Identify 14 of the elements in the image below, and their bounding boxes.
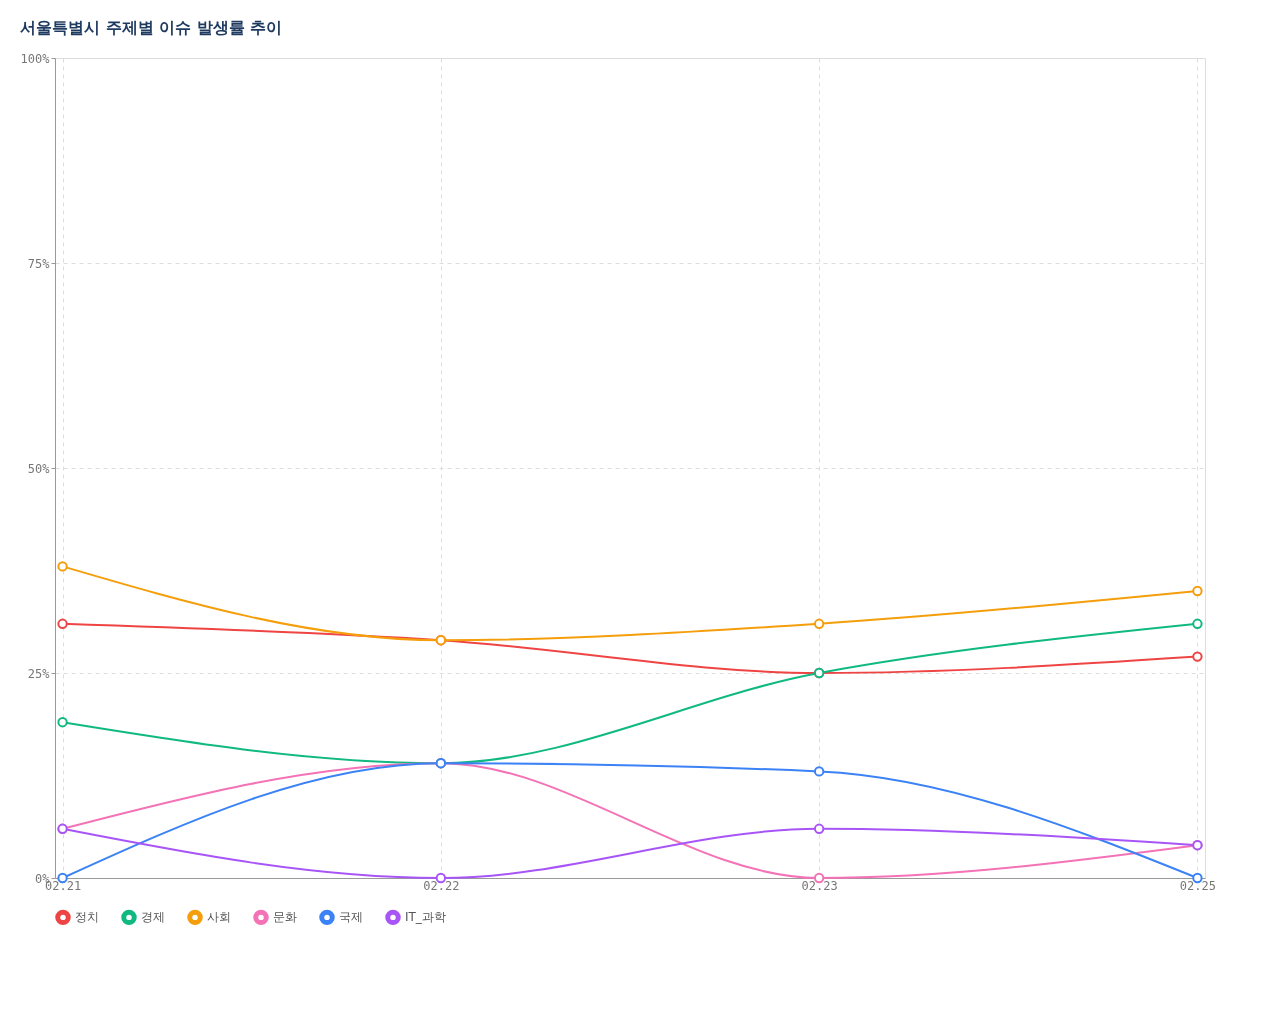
y-tick-label: 75% [27,256,51,271]
legend-label: 정치 [75,910,99,925]
y-tick-label: 25% [27,666,51,681]
legend-label: 국제 [339,910,363,925]
y-tick-label: 100% [20,51,51,66]
chart-title: 서울특별시 주제별 이슈 발생률 추이 [20,18,283,37]
legend-label: IT_과학 [405,910,446,925]
legend-label: 경제 [141,910,165,925]
legend-label: 사회 [207,910,231,925]
legend-label: 문화 [273,910,297,925]
y-tick-label: 50% [27,461,51,476]
x-tick-label: 02.22 [423,878,460,893]
x-tick-label: 02.25 [1179,878,1216,893]
x-tick-label: 02.23 [801,878,838,893]
